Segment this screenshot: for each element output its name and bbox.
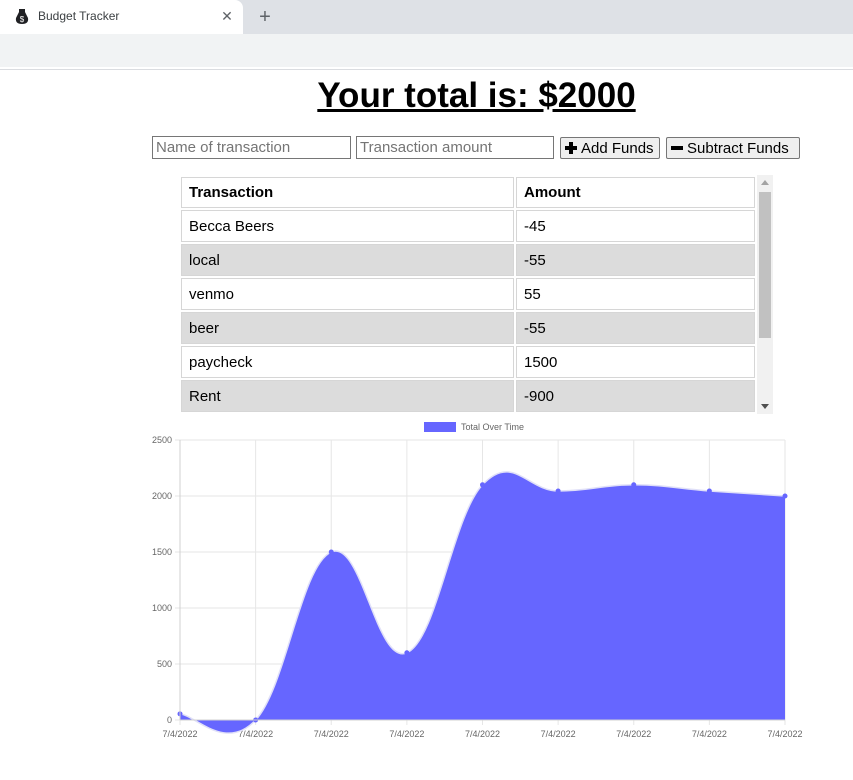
y-tick-label: 0 — [167, 715, 172, 725]
subtract-funds-label: Subtract Funds — [687, 139, 789, 157]
x-tick-label: 7/4/2022 — [616, 729, 651, 739]
x-tick-label: 7/4/2022 — [692, 729, 727, 739]
browser-tab[interactable]: $ Budget Tracker ✕ — [0, 0, 243, 34]
tab-title: Budget Tracker — [38, 9, 120, 23]
data-point — [555, 488, 561, 494]
data-point — [782, 493, 788, 499]
new-tab-icon[interactable]: + — [259, 6, 271, 28]
x-tick-label: 7/4/2022 — [389, 729, 424, 739]
transaction-name-cell: venmo — [181, 278, 514, 310]
transactions-table-container[interactable]: Transaction Amount Becca Beers -45 local… — [179, 175, 773, 414]
scrollbar-thumb[interactable] — [759, 192, 771, 338]
data-point — [480, 482, 485, 488]
transaction-name-cell: Rent — [181, 380, 514, 412]
money-bag-icon: $ — [15, 9, 29, 24]
data-point — [631, 482, 637, 488]
table-scrollbar[interactable] — [757, 175, 773, 414]
toolbar-divider — [0, 69, 853, 70]
transaction-amount-input[interactable] — [356, 136, 554, 159]
header-amount: Amount — [516, 177, 755, 208]
transaction-amount-cell: 1500 — [516, 346, 755, 378]
plus-icon — [565, 142, 577, 154]
subtract-funds-button[interactable]: Subtract Funds — [666, 137, 800, 159]
transaction-name-input[interactable] — [152, 136, 351, 159]
y-tick-label: 2500 — [152, 435, 172, 445]
transaction-name-cell: Becca Beers — [181, 210, 514, 242]
data-point — [706, 488, 712, 494]
y-tick-label: 1000 — [152, 603, 172, 613]
total-over-time-chart: 0 500 1000 1500 2000 2500 7/4/2022 7/4/2022 7/4/… — [152, 422, 803, 739]
x-tick-label: 7/4/2022 — [238, 729, 273, 739]
transactions-table: Transaction Amount Becca Beers -45 local… — [179, 175, 757, 414]
legend-label: Total Over Time — [461, 422, 524, 432]
add-funds-label: Add Funds — [581, 139, 654, 157]
svg-text:$: $ — [20, 15, 25, 24]
scroll-up-icon[interactable] — [761, 180, 769, 185]
x-tick-label: 7/4/2022 — [162, 729, 197, 739]
table-row: beer -55 — [181, 312, 755, 344]
y-tick-label: 2000 — [152, 491, 172, 501]
table-row: local -55 — [181, 244, 755, 276]
x-tick-label: 7/4/2022 — [314, 729, 349, 739]
x-tick-label: 7/4/2022 — [767, 729, 802, 739]
table-row: venmo 55 — [181, 278, 755, 310]
minus-icon — [671, 142, 683, 154]
transaction-amount-cell: -45 — [516, 210, 755, 242]
transaction-amount-cell: -55 — [516, 244, 755, 276]
transaction-name-cell: beer — [181, 312, 514, 344]
y-tick-label: 500 — [157, 659, 172, 669]
browser-tab-strip: $ Budget Tracker ✕ + — [0, 0, 853, 34]
table-row: paycheck 1500 — [181, 346, 755, 378]
x-tick-label: 7/4/2022 — [541, 729, 576, 739]
scroll-down-icon[interactable] — [761, 404, 769, 409]
x-tick-label: 7/4/2022 — [465, 729, 500, 739]
transaction-name-cell: paycheck — [181, 346, 514, 378]
transaction-amount-cell: -900 — [516, 380, 755, 412]
data-point — [328, 549, 334, 555]
table-row: Becca Beers -45 — [181, 210, 755, 242]
series-line — [179, 471, 786, 734]
transaction-amount-cell: -55 — [516, 312, 755, 344]
header-transaction: Transaction — [181, 177, 514, 208]
legend-swatch — [424, 422, 456, 432]
data-point — [404, 650, 410, 656]
table-row: Rent -900 — [181, 380, 755, 412]
page-title: Your total is: $2000 — [317, 76, 636, 115]
close-icon[interactable]: ✕ — [221, 8, 233, 24]
transaction-amount-cell: 55 — [516, 278, 755, 310]
table-header-row: Transaction Amount — [181, 177, 755, 208]
add-funds-button[interactable]: Add Funds — [560, 137, 660, 159]
series-area — [180, 471, 785, 734]
y-tick-label: 1500 — [152, 547, 172, 557]
browser-toolbar — [0, 34, 853, 67]
transaction-name-cell: local — [181, 244, 514, 276]
